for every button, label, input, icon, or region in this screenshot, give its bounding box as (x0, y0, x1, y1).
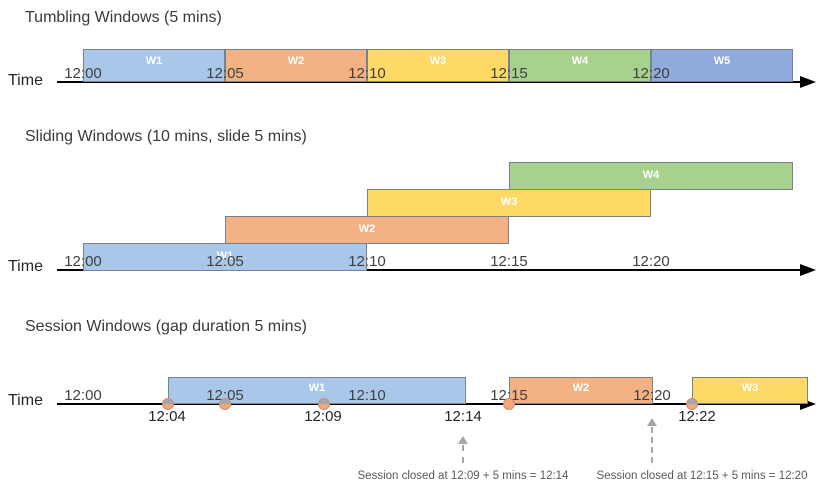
session-event-label-12-04: 12:04 (148, 408, 186, 425)
sliding-section-title: Sliding Windows (10 mins, slide 5 mins) (25, 128, 307, 145)
session-timeline-axis (57, 403, 803, 405)
session-event-label-12-22: 12:22 (678, 408, 716, 425)
tumbling-window-w2-label: W2 (287, 55, 305, 67)
session-closed-annotation-right: Session closed at 12:15 + 5 mins = 12:20 (596, 470, 808, 482)
sliding-timeline-arrowhead-icon (800, 264, 816, 276)
session-tick-12-00: 12:00 (64, 387, 102, 404)
tumbling-tick-12-15: 12:15 (490, 65, 528, 82)
session-time-axis-label: Time (8, 392, 43, 409)
session-section-title: Session Windows (gap duration 5 mins) (25, 318, 307, 335)
tumbling-tick-12-10: 12:10 (348, 65, 386, 82)
sliding-tick-12-05: 12:05 (206, 253, 244, 270)
session-tick-12-15: 12:15 (490, 387, 528, 404)
session-close-arrow-right-head-icon (647, 418, 657, 426)
tumbling-window-w3-label: W3 (429, 55, 447, 67)
session-close-arrow-left-head-icon (458, 436, 468, 444)
sliding-window-w1-label: W1 (216, 250, 234, 262)
sliding-tick-12-10: 12:10 (348, 253, 386, 270)
event-dot-12-09 (318, 398, 330, 410)
session-tick-12-10: 12:10 (348, 387, 386, 404)
tumbling-window-w5-label: W5 (713, 55, 731, 67)
session-window-w1 (168, 377, 466, 404)
sliding-window-w1 (83, 243, 367, 271)
sliding-tick-12-15: 12:15 (490, 253, 528, 270)
tumbling-section-title: Tumbling Windows (5 mins) (25, 9, 222, 26)
tumbling-window-w3 (367, 49, 509, 82)
sliding-time-axis-label: Time (8, 258, 43, 275)
session-window-w2 (509, 377, 653, 404)
event-dot-12-15 (503, 398, 515, 410)
sliding-window-w4 (509, 162, 793, 190)
tumbling-window-w1-label: W1 (145, 55, 163, 67)
tumbling-window-w4-label: W4 (571, 55, 589, 67)
sliding-window-w3 (367, 189, 651, 217)
event-dot-12-22 (686, 398, 698, 410)
tumbling-window-w2 (225, 49, 367, 82)
tumbling-window-w5 (651, 49, 793, 82)
session-tick-12-20: 12:20 (633, 387, 671, 404)
session-event-label-12-14: 12:14 (444, 408, 482, 425)
session-window-w1-label: W1 (308, 382, 326, 394)
session-event-label-12-09: 12:09 (304, 408, 342, 425)
tumbling-window-w4 (509, 49, 651, 82)
sliding-timeline-axis (57, 269, 803, 271)
session-window-w2-label: W2 (572, 382, 590, 394)
event-dot-12-04 (162, 398, 174, 410)
sliding-tick-12-20: 12:20 (632, 253, 670, 270)
session-close-arrow-left-line (462, 445, 464, 463)
sliding-window-w2-label: W2 (358, 223, 376, 235)
tumbling-tick-12-00: 12:00 (64, 65, 102, 82)
tumbling-tick-12-05: 12:05 (206, 65, 244, 82)
session-window-w3 (692, 377, 808, 404)
sliding-window-w2 (225, 216, 509, 244)
tumbling-window-w1 (83, 49, 225, 82)
tumbling-timeline-axis (57, 81, 803, 83)
sliding-window-w3-label: W3 (500, 196, 518, 208)
tumbling-time-axis-label: Time (8, 72, 43, 89)
session-window-w3-label: W3 (741, 382, 759, 394)
sliding-window-w4-label: W4 (642, 169, 660, 181)
session-tick-12-05: 12:05 (206, 387, 244, 404)
sliding-tick-12-00: 12:00 (64, 253, 102, 270)
session-closed-annotation-left: Session closed at 12:09 + 5 mins = 12:14 (357, 470, 569, 482)
session-close-arrow-right-line (651, 427, 653, 463)
tumbling-timeline-arrowhead-icon (800, 76, 816, 88)
tumbling-tick-12-20: 12:20 (632, 65, 670, 82)
event-dot-12-05 (219, 398, 231, 410)
